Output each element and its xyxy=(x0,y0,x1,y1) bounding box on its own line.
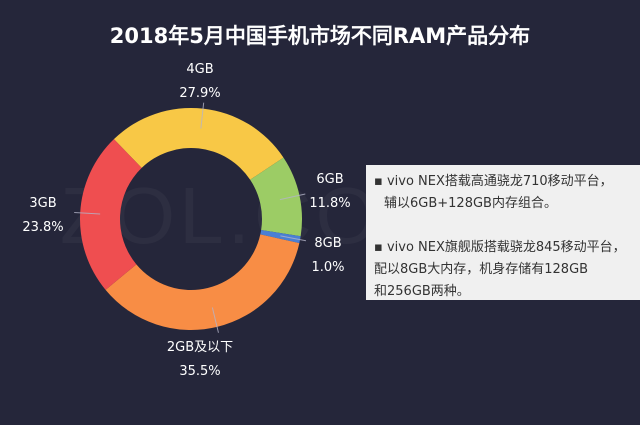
slice-2GB及以下 xyxy=(105,234,300,331)
slice-label-6gb: 6GB 11.8% xyxy=(309,172,351,211)
leader-line xyxy=(279,193,306,201)
slice-label-4gb: 4GB 27.9% xyxy=(179,62,221,101)
leader-line xyxy=(74,212,101,215)
slice-3GB xyxy=(80,139,142,290)
slice-8GB xyxy=(260,230,301,244)
slice-label-2gb: 2GB及以下 35.5% xyxy=(166,340,234,379)
slice-6GB xyxy=(250,157,302,237)
slice-label-8gb: 8GB 1.0% xyxy=(311,236,345,275)
slice-label-3gb: 3GB 23.8% xyxy=(22,196,64,235)
note-bullet: ▪ vivo NEX旗舰版搭载骁龙845移动平台， 配以8GB大内存，机身存储有… xyxy=(374,240,626,299)
chart-title: 2018年5月中国手机市场不同RAM产品分布 xyxy=(109,24,531,48)
leader-line xyxy=(280,235,307,242)
leader-line xyxy=(211,307,219,333)
note-bullet: ▪ vivo NEX搭载高通骁龙710移动平台， 辅以6GB+128GB内存组合… xyxy=(374,174,613,211)
slice-4GB xyxy=(113,107,284,180)
leader-line xyxy=(200,102,205,129)
note-box: ▪ vivo NEX搭载高通骁龙710移动平台， 辅以6GB+128GB内存组合… xyxy=(366,165,640,300)
